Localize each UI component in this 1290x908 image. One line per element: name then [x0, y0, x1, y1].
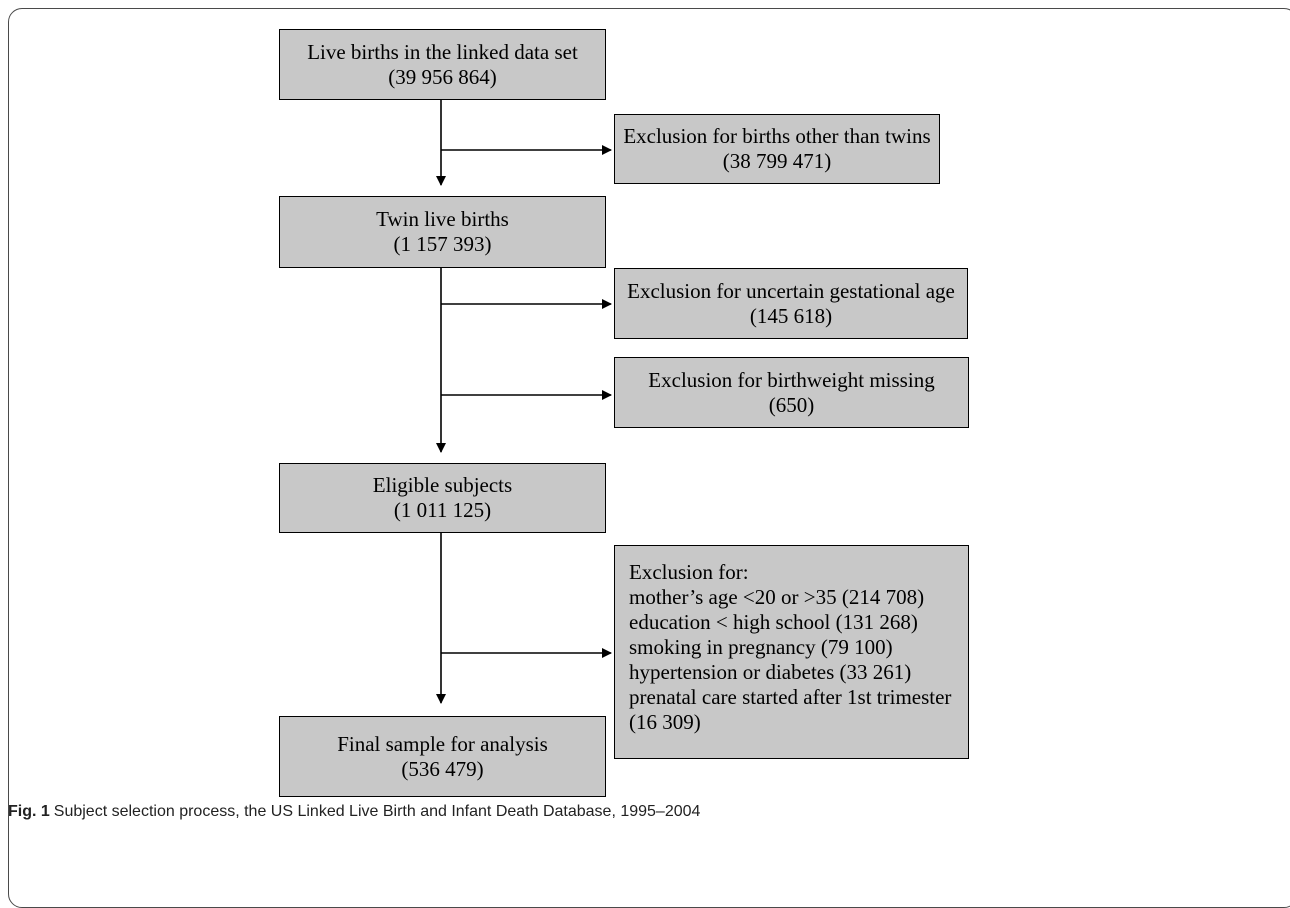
- exclusion-criteria-line: prenatal care started after 1st trimeste…: [629, 685, 952, 709]
- box-twin-births: Twin live births (1 157 393): [279, 196, 606, 268]
- figure-caption-label: Fig. 1: [8, 803, 50, 820]
- figure-caption-text: Subject selection process, the US Linked…: [53, 803, 701, 820]
- box-twin-births-count: (1 157 393): [393, 232, 492, 256]
- box-exclusion-twins: Exclusion for births other than twins (3…: [614, 114, 940, 184]
- exclusion-criteria-line: Exclusion for:: [629, 560, 749, 584]
- box-exclusion-gestational-age-title: Exclusion for uncertain gestational age: [627, 278, 955, 303]
- box-final-sample: Final sample for analysis (536 479): [279, 716, 606, 797]
- box-eligible-subjects: Eligible subjects (1 011 125): [279, 463, 606, 533]
- box-exclusion-gestational-age: Exclusion for uncertain gestational age …: [614, 268, 968, 339]
- box-live-births: Live births in the linked data set (39 9…: [279, 29, 606, 100]
- box-live-births-title: Live births in the linked data set: [307, 39, 578, 64]
- box-live-births-count: (39 956 864): [388, 64, 497, 89]
- box-eligible-subjects-title: Eligible subjects: [372, 473, 513, 497]
- exclusion-criteria-line: hypertension or diabetes (33 261): [629, 660, 912, 684]
- box-exclusion-birthweight-title: Exclusion for birthweight missing: [648, 367, 935, 392]
- flow-connectors: [436, 100, 612, 704]
- exclusion-criteria-line: education < high school (131 268): [629, 610, 918, 634]
- box-exclusion-twins-count: (38 799 471): [722, 149, 832, 173]
- exclusion-criteria-line: (16 309): [629, 710, 701, 734]
- exclusion-criteria-line: smoking in pregnancy (79 100): [629, 635, 893, 659]
- box-final-sample-title: Final sample for analysis: [337, 731, 548, 756]
- figure-caption: Fig. 1 Subject selection process, the US …: [8, 803, 700, 821]
- box-exclusion-birthweight-count: (650): [768, 392, 815, 417]
- box-exclusion-criteria: Exclusion for: mother’s age <20 or >35 (…: [614, 545, 969, 759]
- box-twin-births-title: Twin live births: [376, 207, 509, 231]
- box-eligible-subjects-count: (1 011 125): [393, 498, 492, 522]
- exclusion-criteria-line: mother’s age <20 or >35 (214 708): [629, 585, 925, 609]
- box-exclusion-gestational-age-count: (145 618): [749, 303, 833, 328]
- box-final-sample-count: (536 479): [401, 756, 484, 781]
- box-exclusion-twins-title: Exclusion for births other than twins: [623, 124, 931, 148]
- box-exclusion-birthweight: Exclusion for birthweight missing (650): [614, 357, 969, 428]
